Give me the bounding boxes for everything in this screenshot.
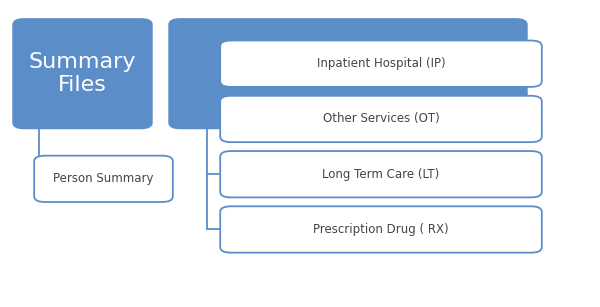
FancyBboxPatch shape (220, 41, 542, 87)
FancyBboxPatch shape (169, 19, 527, 128)
Text: Summary
Files: Summary Files (29, 52, 136, 95)
FancyBboxPatch shape (220, 151, 542, 197)
FancyBboxPatch shape (220, 96, 542, 142)
Text: Other Services (OT): Other Services (OT) (323, 112, 439, 126)
FancyBboxPatch shape (220, 206, 542, 253)
Text: Long Term Care (LT): Long Term Care (LT) (322, 168, 440, 181)
Text: Claims Files: Claims Files (274, 62, 422, 86)
Text: Person Summary: Person Summary (53, 172, 154, 185)
FancyBboxPatch shape (13, 19, 152, 128)
FancyBboxPatch shape (34, 156, 173, 202)
Text: Prescription Drug ( RX): Prescription Drug ( RX) (313, 223, 449, 236)
Text: Inpatient Hospital (IP): Inpatient Hospital (IP) (317, 57, 445, 70)
